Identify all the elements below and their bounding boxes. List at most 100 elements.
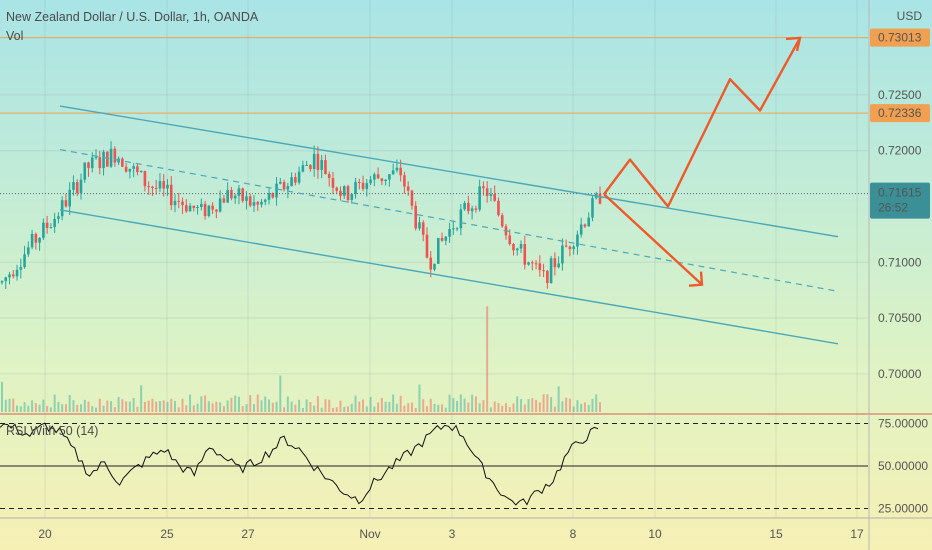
candle-body [188, 205, 192, 212]
volume-bar [422, 399, 425, 412]
volume-bar [219, 402, 222, 412]
volume-bar [283, 407, 286, 412]
volume-bar [79, 404, 82, 412]
bearish-projection-line [603, 193, 703, 286]
candle-body [53, 218, 56, 228]
volume-bar [301, 407, 304, 412]
candle-body [200, 203, 203, 207]
candle-body [583, 224, 587, 227]
candle-body [572, 246, 575, 250]
volume-bar [298, 399, 301, 412]
candle-body [158, 181, 162, 189]
time-tick-label: 27 [241, 527, 255, 541]
volume-bar [245, 404, 248, 412]
candle-body [124, 166, 128, 172]
candle-body [452, 228, 455, 230]
candle-body [497, 200, 500, 216]
rsi-pane [0, 413, 932, 519]
volume-bar [508, 407, 511, 412]
volume-bar [354, 395, 357, 412]
price-tick-label: 0.72000 [878, 144, 922, 158]
candle-body [83, 162, 87, 180]
candle-body [561, 245, 564, 264]
volume-bar [437, 404, 440, 412]
volume-bar [290, 401, 293, 412]
candle-body [421, 222, 425, 235]
price-tick-label: 0.72500 [878, 88, 922, 102]
volume-bar [456, 400, 459, 412]
volume-bar [497, 402, 500, 412]
rsi-label: RSI With 50 (14) [6, 424, 99, 438]
candle-body [354, 182, 357, 195]
candle-body [568, 246, 572, 250]
volume-bar [170, 398, 173, 412]
volume-bar [516, 396, 519, 412]
volume-bar [128, 401, 131, 412]
volume-bar [429, 398, 432, 412]
candle-body [591, 198, 594, 218]
candle-body [324, 160, 327, 175]
level-price-label: 0.73013 [878, 31, 922, 45]
volume-bar [459, 394, 462, 412]
candle-body [275, 183, 278, 198]
volume-bar [230, 397, 233, 412]
candle-body [316, 153, 320, 170]
volume-bar [260, 400, 263, 412]
volume-bar [395, 403, 398, 412]
volume-bar [275, 401, 278, 412]
volume-bar [520, 399, 523, 412]
candle-body [286, 186, 290, 190]
candle-body [15, 269, 19, 277]
candle-body [455, 228, 459, 230]
candle-body [87, 162, 90, 169]
volume-bar [350, 403, 353, 412]
candle-body [282, 181, 286, 190]
candle-body [196, 206, 199, 208]
volume-bar [87, 401, 90, 412]
volume-bar [365, 406, 368, 412]
candle-body [403, 175, 406, 187]
volume-bar [189, 394, 192, 412]
volume-bar [98, 398, 101, 412]
currency-label: USD [896, 9, 922, 23]
volume-bar [143, 401, 146, 412]
volume-bar [162, 400, 165, 412]
rsi-tick-label: 50.00000 [878, 459, 928, 473]
candle-body [485, 188, 489, 196]
candle-body [271, 193, 275, 198]
volume-bar [410, 402, 413, 412]
candle-body [90, 157, 94, 169]
candle-body [290, 177, 293, 187]
candle-body [106, 151, 109, 167]
candle-body [331, 178, 335, 188]
bullish-arrowhead [785, 36, 802, 52]
volume-bar [1, 381, 3, 412]
candle-body [207, 205, 211, 217]
candle-body [297, 171, 301, 183]
volume-bar [200, 396, 203, 412]
candle-body [369, 179, 372, 184]
candle-body [132, 166, 135, 169]
volume-bar [599, 402, 601, 412]
channel-upper-line [59, 105, 839, 238]
candle-body [154, 187, 158, 189]
volume-bar [527, 399, 530, 412]
volume-label: Vol [6, 29, 24, 43]
rsi-tick-label: 75.00000 [878, 417, 928, 431]
volume-bar [433, 403, 436, 412]
volume-bar [493, 401, 496, 412]
volume-bar [192, 405, 195, 412]
time-tick-label: 8 [570, 527, 577, 541]
volume-bar [91, 406, 94, 412]
volume-bar [53, 394, 56, 412]
candle-body [23, 254, 26, 268]
chart-title: New Zealand Dollar / U.S. Dollar, 1h, OA… [6, 10, 259, 24]
price-tick-label: 0.71000 [878, 255, 922, 269]
candle-body [113, 148, 117, 163]
volume-bar [177, 407, 180, 412]
candle-body [557, 263, 560, 268]
volume-bar [222, 406, 225, 412]
volume-bar [106, 400, 109, 412]
bearish-arrowhead [688, 271, 704, 287]
